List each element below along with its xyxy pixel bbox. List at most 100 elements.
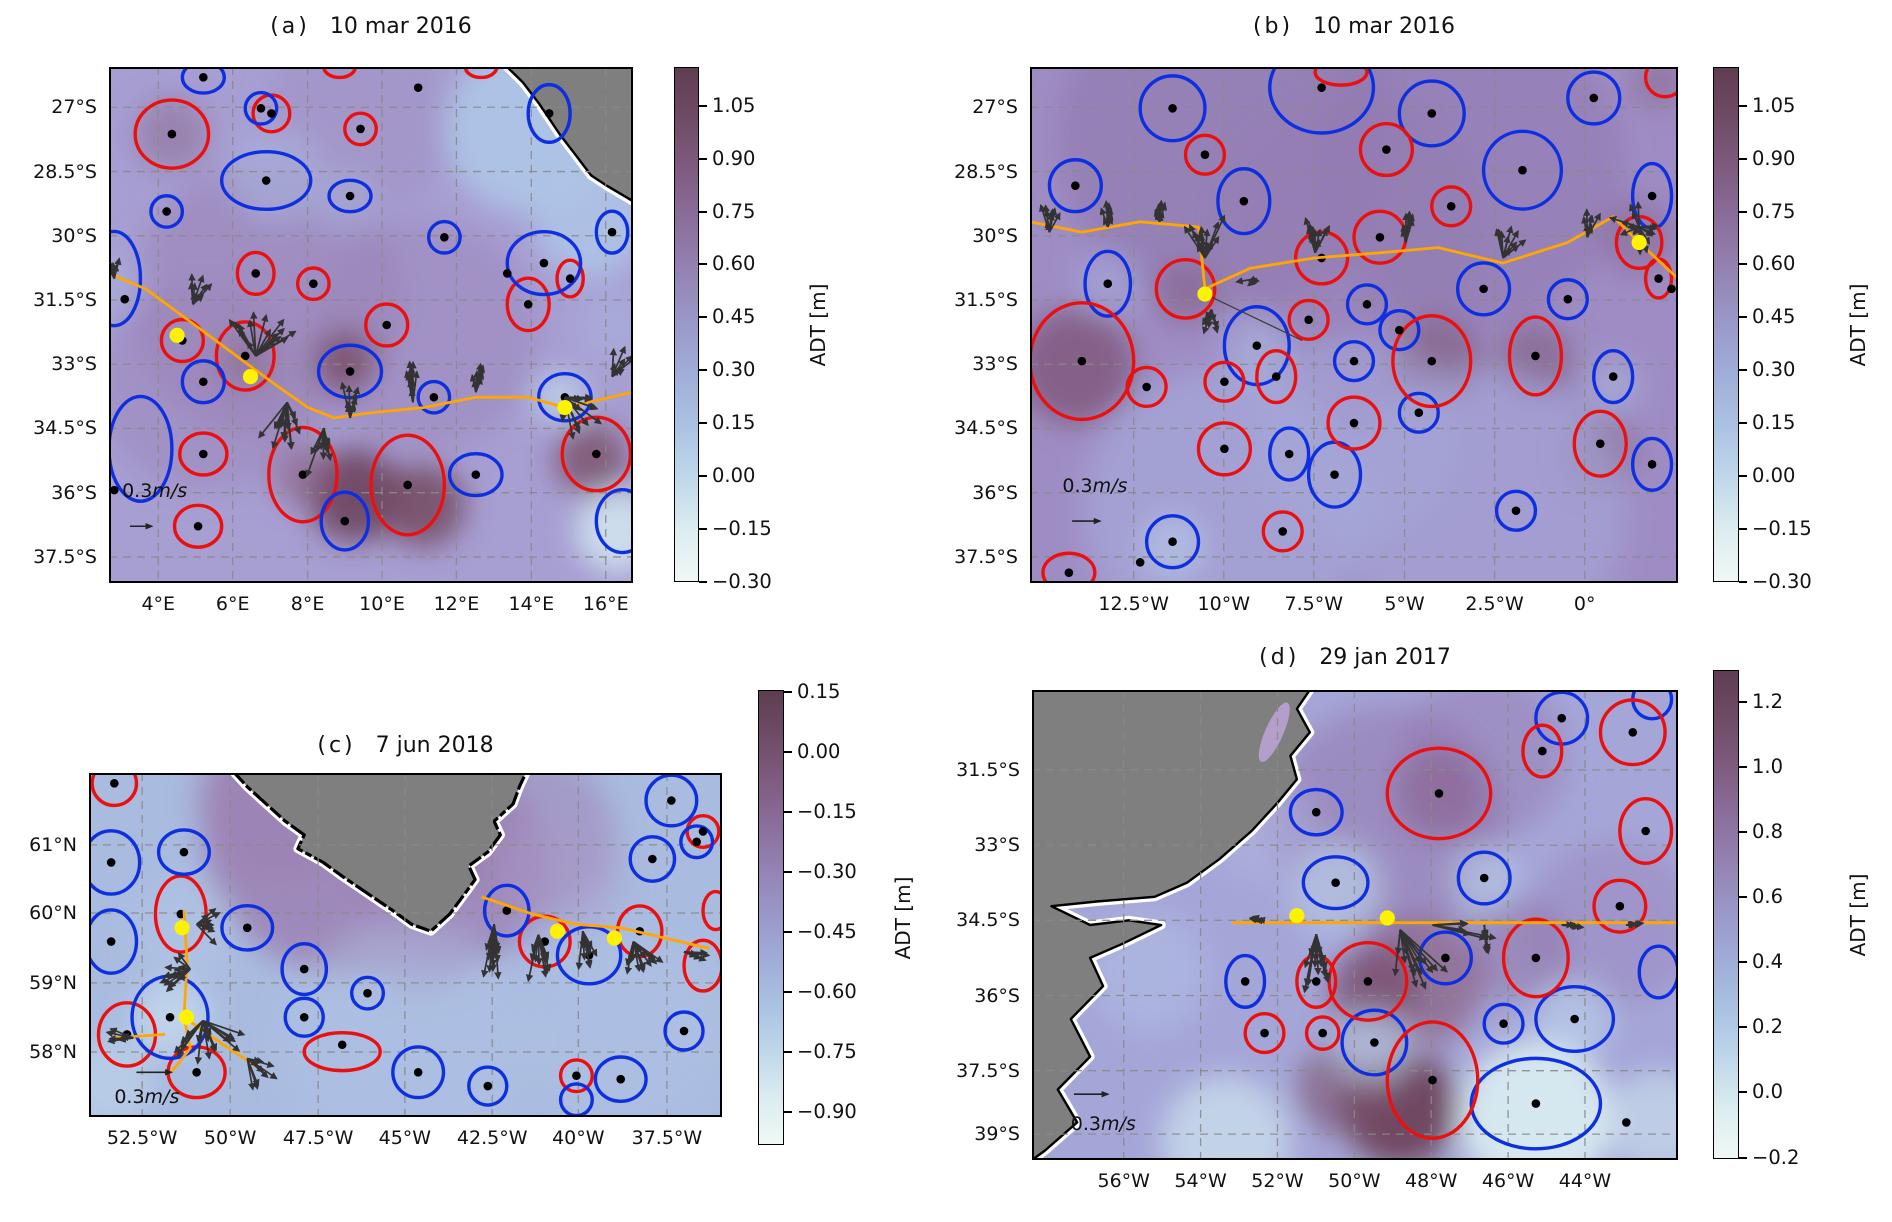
- eddy-center-dot: [1240, 977, 1250, 986]
- anticyclonic-eddy-ring: [1203, 360, 1246, 403]
- eddy-center-dot: [382, 320, 392, 330]
- eddy-center-dot: [607, 227, 617, 237]
- y-tick-label: 36°S: [972, 481, 1018, 504]
- y-tick-label: 31.5°S: [956, 758, 1020, 781]
- eddy-center-dot: [1220, 377, 1229, 387]
- eddy-center-dot: [179, 847, 189, 857]
- eddy-center-dot: [1608, 372, 1618, 381]
- colorbar-tick-label: 0.6: [1752, 885, 1784, 909]
- eddy-center-dot: [109, 485, 119, 495]
- y-tick-label: 30°S: [51, 224, 97, 247]
- velocity-arrow: [120, 1033, 134, 1042]
- velocity-arrow: [625, 941, 635, 967]
- colorbar-tick-label: 0.60: [712, 252, 756, 276]
- colorbar-tick-mark: [784, 751, 792, 754]
- velocity-arrow: [1400, 228, 1408, 243]
- velocity-vectors: [105, 907, 711, 1091]
- colorbar-tick-mark: [784, 990, 792, 993]
- cyclonic-eddy-ring: [156, 828, 211, 876]
- velocity-arrow: [1314, 224, 1331, 254]
- y-tick-label: 27°S: [51, 96, 97, 119]
- eddy-center-dot: [1427, 109, 1437, 118]
- anticyclonic-eddy-ring: [1501, 917, 1570, 999]
- colorbar-tick-label: 0.15: [712, 411, 756, 435]
- cyclonic-eddy-ring: [1345, 283, 1389, 326]
- eddy-center-dot: [1135, 558, 1145, 567]
- anticyclonic-eddy-ring: [295, 266, 331, 302]
- colorbar-gradient: [674, 67, 699, 582]
- drifter-position-marker: [174, 920, 190, 936]
- velocity-arrow: [286, 402, 298, 427]
- velocity-arrow: [469, 373, 478, 393]
- eddy-center-dot: [1330, 470, 1339, 479]
- anticyclonic-eddy-ring: [701, 889, 722, 932]
- velocity-arrow: [190, 282, 198, 305]
- colorbar-tick-label: 0.45: [1752, 305, 1796, 329]
- cyclonic-eddy-ring: [1481, 129, 1564, 211]
- cyclonic-eddy-ring: [219, 149, 313, 212]
- eddy-center-dot: [1220, 444, 1229, 454]
- velocity-arrow: [177, 952, 191, 970]
- eddy-center-dot: [340, 516, 350, 526]
- velocity-arrow: [246, 1057, 259, 1067]
- eddy-center-dot: [667, 796, 676, 805]
- anticyclonic-eddy-ring: [1313, 67, 1369, 87]
- colorbar-tick-mark: [1739, 210, 1747, 213]
- axes-frame: [1032, 690, 1678, 1160]
- velocity-arrow: [1632, 226, 1641, 236]
- velocity-arrow: [1626, 920, 1639, 929]
- velocity-arrow: [491, 924, 500, 949]
- drifter-position-marker: [242, 369, 259, 385]
- x-tick-label: 46°W: [1481, 1170, 1535, 1192]
- cyclonic-eddy-ring: [1546, 278, 1589, 321]
- eddy-center-dot: [471, 470, 481, 479]
- anticyclonic-eddy-ring: [1243, 1012, 1286, 1055]
- colorbar-tick-mark: [1739, 475, 1747, 478]
- colorbar-tick-mark: [1739, 700, 1747, 703]
- velocity-arrow: [192, 291, 205, 305]
- y-tick-label: 37.5°S: [33, 545, 97, 568]
- cyclonic-eddy-ring: [319, 490, 371, 552]
- eddy-center-dot: [110, 779, 119, 788]
- velocity-arrow: [196, 923, 216, 933]
- colorbar-tick-mark: [1739, 157, 1747, 160]
- colorbar-tick-label: 0.00: [797, 740, 841, 764]
- eddy-center-dot: [1260, 1028, 1269, 1038]
- colorbar-tick-mark: [784, 931, 792, 933]
- anticyclonic-eddy-ring: [343, 111, 378, 147]
- eddy-center-dot: [106, 937, 116, 946]
- colorbar-tick-mark: [1739, 422, 1747, 425]
- eddy-center-dot: [192, 1067, 201, 1077]
- cyclonic-eddy-ring: [1224, 953, 1267, 1009]
- y-tick-label: 58°N: [29, 1040, 77, 1063]
- colorbar-tick-label: 0.15: [797, 680, 841, 704]
- drifter-position-marker: [606, 930, 622, 946]
- cyclonic-eddy-ring: [1494, 489, 1538, 532]
- eddy-center-dot: [1538, 746, 1547, 756]
- velocity-arrow: [564, 396, 602, 425]
- colorbar-tick-label: 0.8: [1752, 820, 1784, 844]
- eddy-center-dot: [1239, 196, 1249, 206]
- eddy-center-dot: [1103, 279, 1113, 289]
- axes-frame: [1030, 67, 1678, 583]
- velocity-arrow: [246, 1058, 260, 1087]
- cyclonic-eddy-ring: [1138, 74, 1207, 143]
- y-tick-label: 28.5°S: [33, 160, 97, 183]
- map-panel-d: [1032, 690, 1678, 1160]
- velocity-arrow: [1631, 211, 1640, 228]
- eddy-center-dot: [162, 207, 171, 216]
- eddy-contours: [109, 67, 633, 555]
- y-tick-label: 34.5°S: [956, 909, 1020, 932]
- y-tick-label: 39°S: [974, 1123, 1020, 1146]
- y-tick-label: 28.5°S: [954, 160, 1018, 183]
- eddy-center-dot: [251, 269, 261, 278]
- eddy-center-dot: [1647, 460, 1657, 469]
- cyclonic-eddy-ring: [1456, 850, 1512, 906]
- graticule: [1032, 690, 1678, 1160]
- colorbar-tick-mark: [1739, 316, 1747, 319]
- eddy-center-dot: [1311, 807, 1321, 817]
- colorbar-tick-mark: [699, 104, 707, 107]
- velocity-arrow: [582, 930, 598, 957]
- x-tick-label: 52.5°W: [106, 1127, 178, 1149]
- velocity-arrow: [1197, 231, 1206, 259]
